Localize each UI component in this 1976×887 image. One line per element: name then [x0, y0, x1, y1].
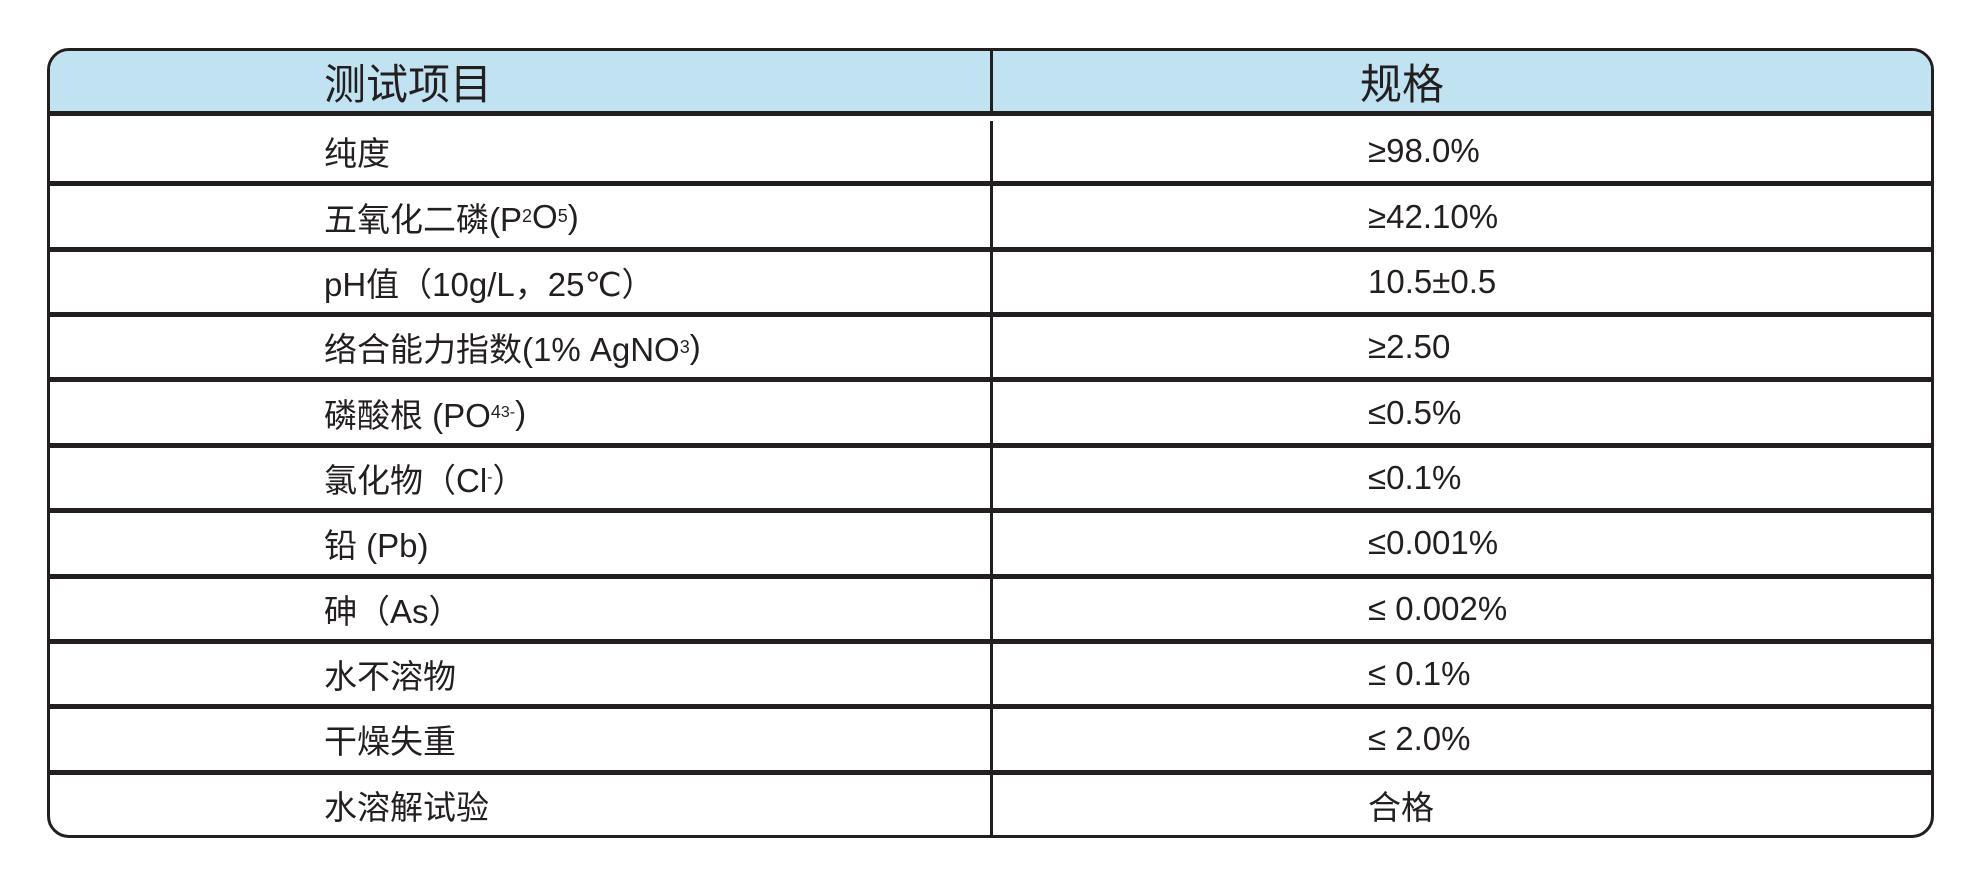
specification-cell: ≤0.001%	[1368, 524, 1499, 562]
table-row: 铅 (Pb) ≤0.001%	[50, 513, 1931, 579]
table-row: 干燥失重 ≤ 2.0%	[50, 709, 1931, 775]
test-item-text: O	[532, 197, 558, 235]
subscript: 2	[522, 206, 533, 227]
table-row: 磷酸根 (PO 4 3-) ≤0.5%	[50, 382, 1931, 448]
header-specification: 规格	[1360, 60, 1445, 108]
test-item-text: )	[567, 197, 579, 235]
specification-cell: ≤ 0.002%	[1368, 589, 1508, 627]
test-item-text: 氯化物（Cl	[324, 461, 488, 499]
table-row: 纯度 ≥98.0%	[50, 121, 1931, 187]
test-item-cell: 干燥失重	[50, 709, 993, 770]
test-item-text: 干燥失重	[324, 723, 456, 761]
specification-cell: ≥42.10%	[1368, 197, 1499, 235]
test-item-text: 磷酸根 (PO	[324, 396, 491, 434]
test-item-cell: 水不溶物	[50, 643, 993, 705]
test-item-text: )	[689, 328, 701, 366]
specification-cell: ≥98.0%	[1368, 132, 1480, 170]
specification-cell: ≤ 0.1%	[1368, 655, 1471, 693]
superscript: 3-	[500, 403, 516, 421]
test-item-cell: 纯度	[50, 121, 993, 182]
table-body: 纯度 ≥98.0% 五氧化二磷(P 2 O 5) ≥42.10% pH值（10g/L，25℃）…	[50, 121, 1931, 835]
test-item-cell: 五氧化二磷(P 2 O 5)	[50, 186, 993, 247]
table-row: pH值（10g/L，25℃） 10.5±0.5	[50, 251, 1931, 318]
test-item-text: 纯度	[324, 135, 390, 173]
table-row: 砷（As） ≤ 0.002%	[50, 578, 1931, 644]
superscript: -	[487, 468, 493, 486]
table-row: 氯化物（Cl -） ≤0.1%	[50, 447, 1931, 514]
subscript: 4	[490, 402, 501, 423]
specification-cell: ≥2.50	[1368, 328, 1451, 366]
specification-cell: 合格	[1368, 788, 1434, 826]
test-item-cell: 铅 (Pb)	[50, 513, 993, 574]
test-item-text: 铅 (Pb)	[324, 527, 429, 565]
test-item-text: 水溶解试验	[324, 788, 489, 826]
table-row: 络合能力指数(1% AgNO 3) ≥2.50	[50, 317, 1931, 383]
table-row: 五氧化二磷(P 2 O 5) ≥42.10%	[50, 186, 1931, 252]
header-test-item: 测试项目	[50, 51, 993, 111]
test-item-text: pH值（10g/L，25℃）	[324, 265, 655, 303]
table-row: 水不溶物 ≤ 0.1%	[50, 643, 1931, 710]
test-item-cell: pH值（10g/L，25℃）	[50, 251, 993, 313]
test-item-text: 络合能力指数(1% AgNO	[324, 331, 680, 369]
subscript: 5	[557, 206, 568, 227]
test-item-text: 五氧化二磷(P	[324, 200, 522, 238]
test-item-cell: 氯化物（Cl -）	[50, 447, 993, 509]
test-item-text: )	[515, 393, 527, 431]
test-item-text: 砷（As）	[324, 592, 462, 630]
test-item-text: 水不溶物	[324, 658, 456, 696]
test-item-cell: 水溶解试验	[50, 774, 993, 835]
test-item-text: ）	[492, 461, 526, 499]
table-header-row: 测试项目 规格	[50, 51, 1931, 116]
specification-cell: ≤0.5%	[1368, 393, 1462, 431]
table-row: 水溶解试验 合格	[50, 774, 1931, 835]
specification-cell: 10.5±0.5	[1368, 262, 1497, 300]
specification-table: 测试项目 规格 纯度 ≥98.0% 五氧化二磷(P 2 O 5) ≥42.10% pH值（10…	[47, 48, 1934, 838]
test-item-cell: 砷（As）	[50, 578, 993, 639]
specification-cell: ≤0.1%	[1368, 458, 1462, 496]
test-item-cell: 络合能力指数(1% AgNO 3)	[50, 317, 993, 378]
test-item-cell: 磷酸根 (PO 4 3-)	[50, 382, 993, 443]
specification-cell: ≤ 2.0%	[1368, 720, 1471, 758]
subscript: 3	[679, 336, 690, 357]
